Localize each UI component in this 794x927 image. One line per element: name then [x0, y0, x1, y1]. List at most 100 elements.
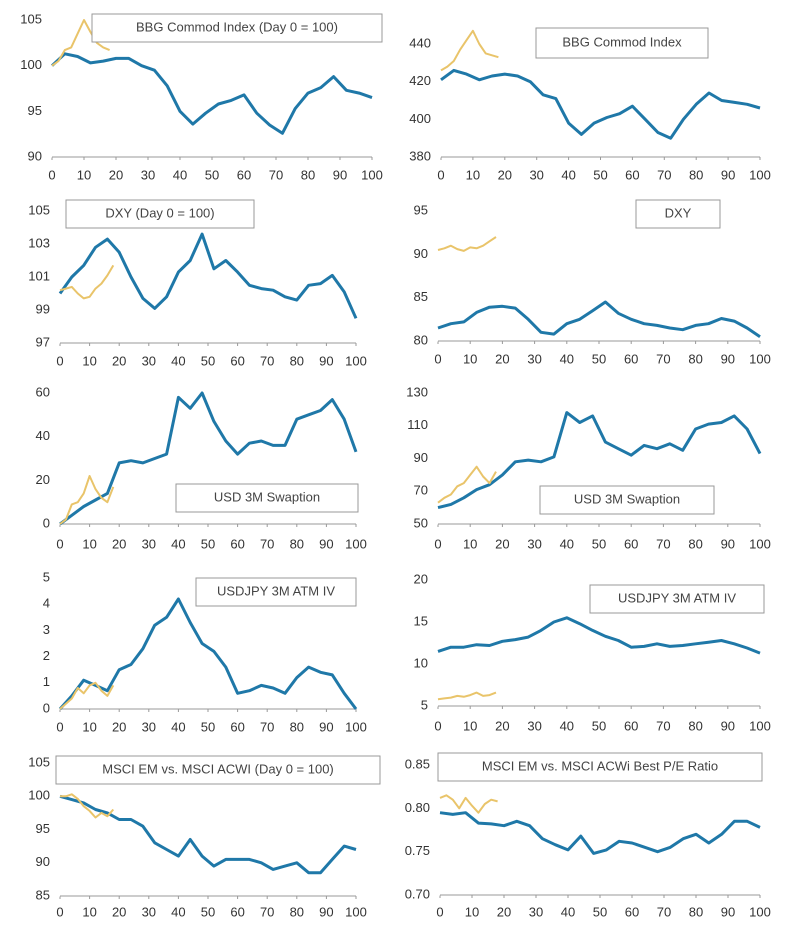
data-line	[437, 300, 761, 338]
x-tick-label: 50	[205, 167, 219, 182]
y-tick-label: 105	[20, 11, 42, 26]
x-tick-label: 20	[498, 167, 512, 182]
x-tick-label: 100	[749, 904, 771, 919]
title-box	[635, 199, 721, 229]
y-tick-label: 100	[20, 57, 42, 72]
x-tick-label: 60	[625, 167, 639, 182]
x-tick-label: 90	[721, 718, 735, 733]
x-tick-label: 70	[657, 904, 671, 919]
y-tick-label: 380	[409, 148, 431, 163]
x-tick-label: 100	[345, 536, 367, 551]
x-tick-label: 90	[319, 719, 333, 734]
x-tick-label: 50	[201, 904, 215, 919]
x-tick-label: 20	[112, 719, 126, 734]
x-tick-label: 50	[593, 904, 607, 919]
data-line	[58, 597, 358, 711]
y-tick-label: 105	[28, 202, 50, 217]
x-tick-label: 90	[721, 351, 735, 366]
x-tick-label: 100	[749, 351, 771, 366]
data-line	[437, 465, 497, 504]
x-tick-label: 50	[201, 719, 215, 734]
x-tick-label: 30	[142, 904, 156, 919]
x-tick-label: 40	[561, 167, 575, 182]
data-line	[437, 691, 497, 701]
x-tick-label: 100	[749, 718, 771, 733]
x-tick-label: 20	[112, 536, 126, 551]
y-tick-label: 85	[414, 289, 428, 304]
title-box	[195, 577, 357, 607]
y-tick-label: 103	[28, 235, 50, 250]
x-tick-label: 80	[688, 536, 702, 551]
y-tick-label: 60	[36, 384, 50, 399]
x-tick-label: 40	[171, 353, 185, 368]
chart-title: USD 3M Swaption	[574, 491, 680, 506]
x-tick-label: 10	[82, 719, 96, 734]
x-tick-label: 80	[688, 351, 702, 366]
x-tick-label: 100	[749, 536, 771, 551]
y-tick-label: 10	[414, 655, 428, 670]
x-tick-label: 80	[301, 167, 315, 182]
y-tick-label: 90	[414, 450, 428, 465]
x-tick-label: 10	[82, 904, 96, 919]
data-line	[59, 391, 358, 526]
x-tick-label: 10	[77, 167, 91, 182]
title-box	[589, 584, 765, 614]
x-tick-label: 30	[142, 719, 156, 734]
x-tick-label: 100	[361, 167, 383, 182]
chart-title: USDJPY 3M ATM IV	[217, 583, 335, 598]
x-tick-label: 100	[749, 167, 771, 182]
chart-title: DXY (Day 0 = 100)	[105, 205, 214, 220]
data-line	[59, 681, 115, 710]
y-tick-label: 101	[28, 268, 50, 283]
x-tick-label: 90	[319, 904, 333, 919]
x-tick-label: 40	[561, 904, 575, 919]
y-tick-label: 440	[409, 35, 431, 50]
x-tick-label: 0	[436, 904, 443, 919]
data-line	[60, 793, 115, 819]
x-tick-label: 30	[142, 353, 156, 368]
x-tick-label: 60	[624, 351, 638, 366]
chart-title: DXY	[665, 205, 692, 220]
x-tick-label: 40	[560, 351, 574, 366]
x-tick-label: 50	[593, 167, 607, 182]
x-tick-label: 0	[434, 536, 441, 551]
y-tick-label: 0.75	[405, 843, 430, 858]
x-tick-label: 50	[592, 351, 606, 366]
x-tick-label: 10	[463, 536, 477, 551]
y-tick-label: 3	[43, 622, 50, 637]
data-line	[439, 794, 498, 814]
title-box	[91, 13, 383, 43]
x-tick-label: 70	[260, 536, 274, 551]
x-tick-label: 20	[112, 353, 126, 368]
x-tick-label: 90	[721, 167, 735, 182]
y-tick-label: 110	[407, 417, 428, 432]
x-tick-label: 70	[656, 718, 670, 733]
chart-title: USD 3M Swaption	[214, 489, 320, 504]
x-tick-label: 30	[141, 167, 155, 182]
x-tick-label: 20	[495, 536, 509, 551]
y-tick-label: 90	[414, 246, 428, 261]
data-line	[440, 68, 761, 140]
x-tick-label: 70	[657, 167, 671, 182]
x-tick-label: 0	[48, 167, 55, 182]
y-tick-label: 5	[43, 569, 50, 584]
x-tick-label: 20	[109, 167, 123, 182]
x-tick-label: 0	[56, 904, 63, 919]
x-tick-label: 70	[260, 719, 274, 734]
x-tick-label: 80	[290, 353, 304, 368]
y-tick-label: 95	[36, 821, 50, 836]
x-tick-label: 10	[465, 904, 479, 919]
x-tick-label: 40	[171, 536, 185, 551]
x-tick-label: 90	[333, 167, 347, 182]
x-tick-label: 10	[82, 536, 96, 551]
x-tick-label: 90	[319, 536, 333, 551]
x-tick-label: 0	[56, 353, 63, 368]
x-tick-label: 60	[230, 353, 244, 368]
y-tick-label: 400	[409, 111, 431, 126]
y-tick-label: 90	[36, 854, 50, 869]
y-tick-label: 15	[414, 613, 428, 628]
x-tick-label: 60	[230, 719, 244, 734]
x-tick-label: 20	[497, 904, 511, 919]
chart-title: BBG Commod Index	[562, 34, 682, 49]
x-tick-label: 30	[529, 167, 543, 182]
